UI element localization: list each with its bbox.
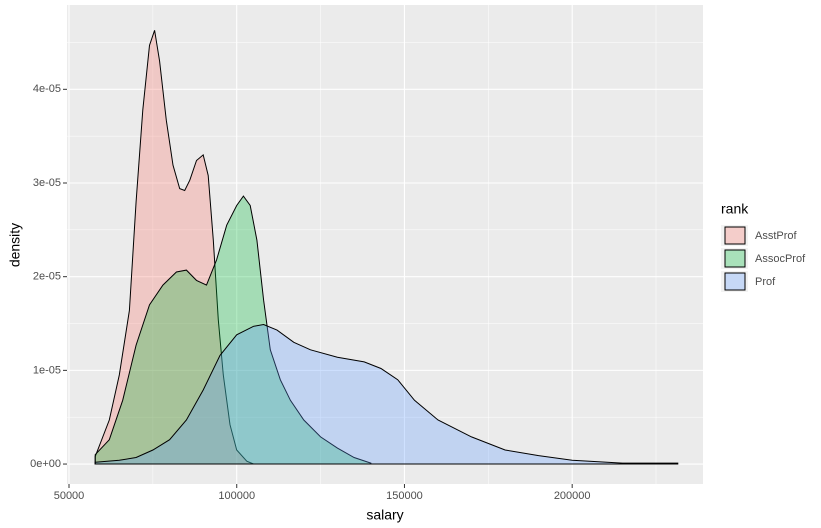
legend-title: rank <box>721 201 749 217</box>
legend-swatch <box>724 249 746 268</box>
axes: 50000 100000 150000 200000 0e+00 1e-05 2e-05 3e… <box>30 83 590 502</box>
panel <box>67 5 703 484</box>
y-axis-label: density <box>7 223 23 267</box>
density-area <box>94 30 254 465</box>
y-tick-label: 1e-05 <box>33 364 61 376</box>
legend-label: Prof <box>755 276 776 288</box>
y-tick-label: 0e+00 <box>30 458 61 470</box>
legend-key <box>721 248 748 269</box>
areas <box>94 30 679 465</box>
x-axis-label: salary <box>366 507 403 523</box>
y-tick-label: 2e-05 <box>33 271 61 283</box>
legend-swatch <box>724 226 746 245</box>
legend-key <box>721 225 748 246</box>
x-tick-label: 50000 <box>54 490 85 502</box>
y-tick-label: 4e-05 <box>33 83 61 95</box>
legend-label: AssocProf <box>755 253 806 265</box>
x-tick-label: 200000 <box>554 490 591 502</box>
x-tick-label: 100000 <box>218 490 255 502</box>
density-area <box>94 323 679 465</box>
density-area <box>94 195 372 465</box>
legend-key <box>721 271 748 292</box>
y-tick-label: 3e-05 <box>33 177 61 189</box>
legend-swatch <box>724 272 746 291</box>
legend-label: AsstProf <box>755 230 798 242</box>
legend: AsstProf AssocProf Prof <box>721 225 806 292</box>
x-tick-label: 150000 <box>386 490 423 502</box>
